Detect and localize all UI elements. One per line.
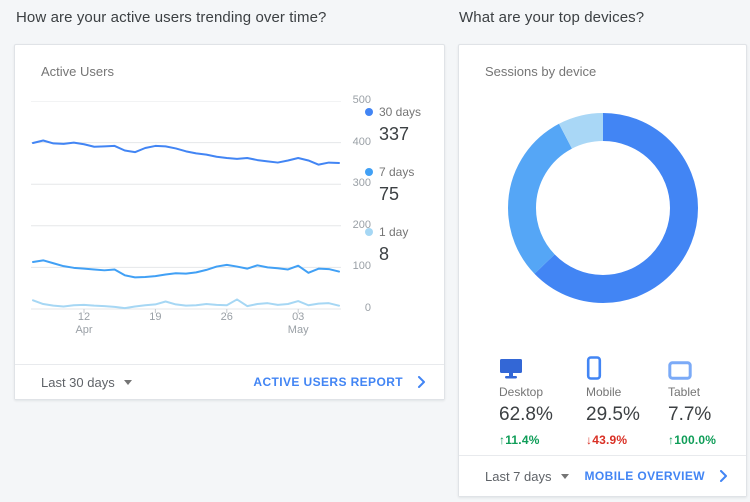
device-pct-tablet: 7.7%: [668, 404, 712, 425]
legend-item-30-days[interactable]: 30 days 337: [365, 105, 445, 145]
top-devices-card: Sessions by device Desktop 62.8% ↑11.4% …: [458, 44, 747, 497]
legend-label-30-days: 30 days: [379, 105, 422, 119]
legend-value-30-days: 337: [379, 124, 410, 144]
chevron-down-icon: [560, 473, 569, 479]
chevron-right-icon: [418, 376, 425, 388]
top-devices-card-footer: Last 7 days MOBILE OVERVIEW: [459, 455, 746, 496]
mobile-overview-link[interactable]: MOBILE OVERVIEW: [585, 469, 728, 483]
desktop-icon: [499, 356, 581, 380]
device-label-mobile: Mobile: [586, 385, 622, 399]
report-link-label: ACTIVE USERS REPORT: [253, 375, 403, 389]
series-line-30-days: [32, 139, 340, 166]
y-axis-labels: 0 100 200 300 400 500: [345, 94, 371, 314]
y-axis-tick-label: 300: [352, 177, 371, 190]
donut-segment-tablet: [508, 113, 698, 303]
device-pct-mobile: 29.5%: [586, 404, 640, 425]
x-axis-tick-label: 26: [220, 311, 233, 323]
active-users-card-footer: Last 30 days ACTIVE USERS REPORT: [15, 364, 444, 399]
device-label-desktop: Desktop: [499, 385, 544, 399]
active-users-report-link[interactable]: ACTIVE USERS REPORT: [253, 375, 426, 389]
mobile-overview-label: MOBILE OVERVIEW: [584, 469, 705, 483]
device-stat-desktop: Desktop 62.8% ↑11.4%: [499, 356, 581, 447]
series-line-1-day: [32, 298, 340, 310]
question-top-devices: What are your top devices?: [459, 9, 645, 26]
device-change-desktop: ↑11.4%: [499, 433, 540, 447]
device-change-tablet: ↑100.0%: [668, 433, 717, 447]
card-title-active-users: Active Users: [41, 64, 114, 79]
question-active-users: How are your active users trending over …: [16, 9, 327, 26]
device-pct-desktop: 62.8%: [499, 404, 553, 425]
tablet-icon: [668, 356, 750, 380]
legend-dot-30-days: [365, 108, 373, 116]
device-stat-mobile: Mobile 29.5% ↓43.9%: [586, 356, 668, 447]
date-range-dropdown-right[interactable]: Last 7 days: [485, 469, 569, 484]
date-range-dropdown-left[interactable]: Last 30 days: [41, 375, 132, 390]
series-line-7-days: [32, 259, 340, 279]
date-range-label-left: Last 30 days: [41, 374, 115, 390]
active-users-line-chart: [31, 100, 341, 315]
sessions-donut-chart: [508, 113, 698, 303]
card-title-sessions-by-device: Sessions by device: [485, 64, 597, 79]
y-axis-tick-label: 100: [352, 260, 371, 273]
legend-item-7-days[interactable]: 7 days 75: [365, 165, 445, 205]
x-axis-labels: 12 Apr 19 26 03 May: [31, 311, 341, 339]
mobile-icon: [586, 356, 668, 380]
x-axis-tick-label: 03 May: [287, 311, 309, 336]
y-axis-tick-label: 0: [364, 302, 371, 314]
legend-value-1-day: 8: [379, 244, 390, 264]
legend-label-1-day: 1 day: [379, 225, 409, 239]
chart-legend: 30 days 337 7 days 75 1 day 8: [365, 105, 445, 285]
device-change-mobile: ↓43.9%: [586, 433, 628, 447]
date-range-label-right: Last 7 days: [485, 468, 552, 484]
x-axis-tick-label: 12 Apr: [75, 311, 93, 336]
legend-dot-1-day: [365, 228, 373, 236]
legend-item-1-day[interactable]: 1 day 8: [365, 225, 445, 265]
device-label-tablet: Tablet: [668, 385, 701, 399]
device-stat-tablet: Tablet 7.7% ↑100.0%: [668, 356, 750, 447]
legend-dot-7-days: [365, 168, 373, 176]
legend-label-7-days: 7 days: [379, 165, 415, 179]
chevron-right-icon: [720, 470, 727, 482]
y-axis-tick-label: 500: [352, 94, 371, 106]
active-users-card: Active Users 0 100 200 300 400 500 12 Apr 19 26 0…: [14, 44, 445, 400]
y-axis-tick-label: 400: [352, 135, 371, 148]
legend-value-7-days: 75: [379, 184, 400, 204]
x-axis-tick-label: 19: [149, 311, 162, 323]
chevron-down-icon: [123, 379, 132, 385]
donut-segment-mobile: [508, 113, 698, 303]
y-axis-tick-label: 200: [352, 218, 371, 231]
